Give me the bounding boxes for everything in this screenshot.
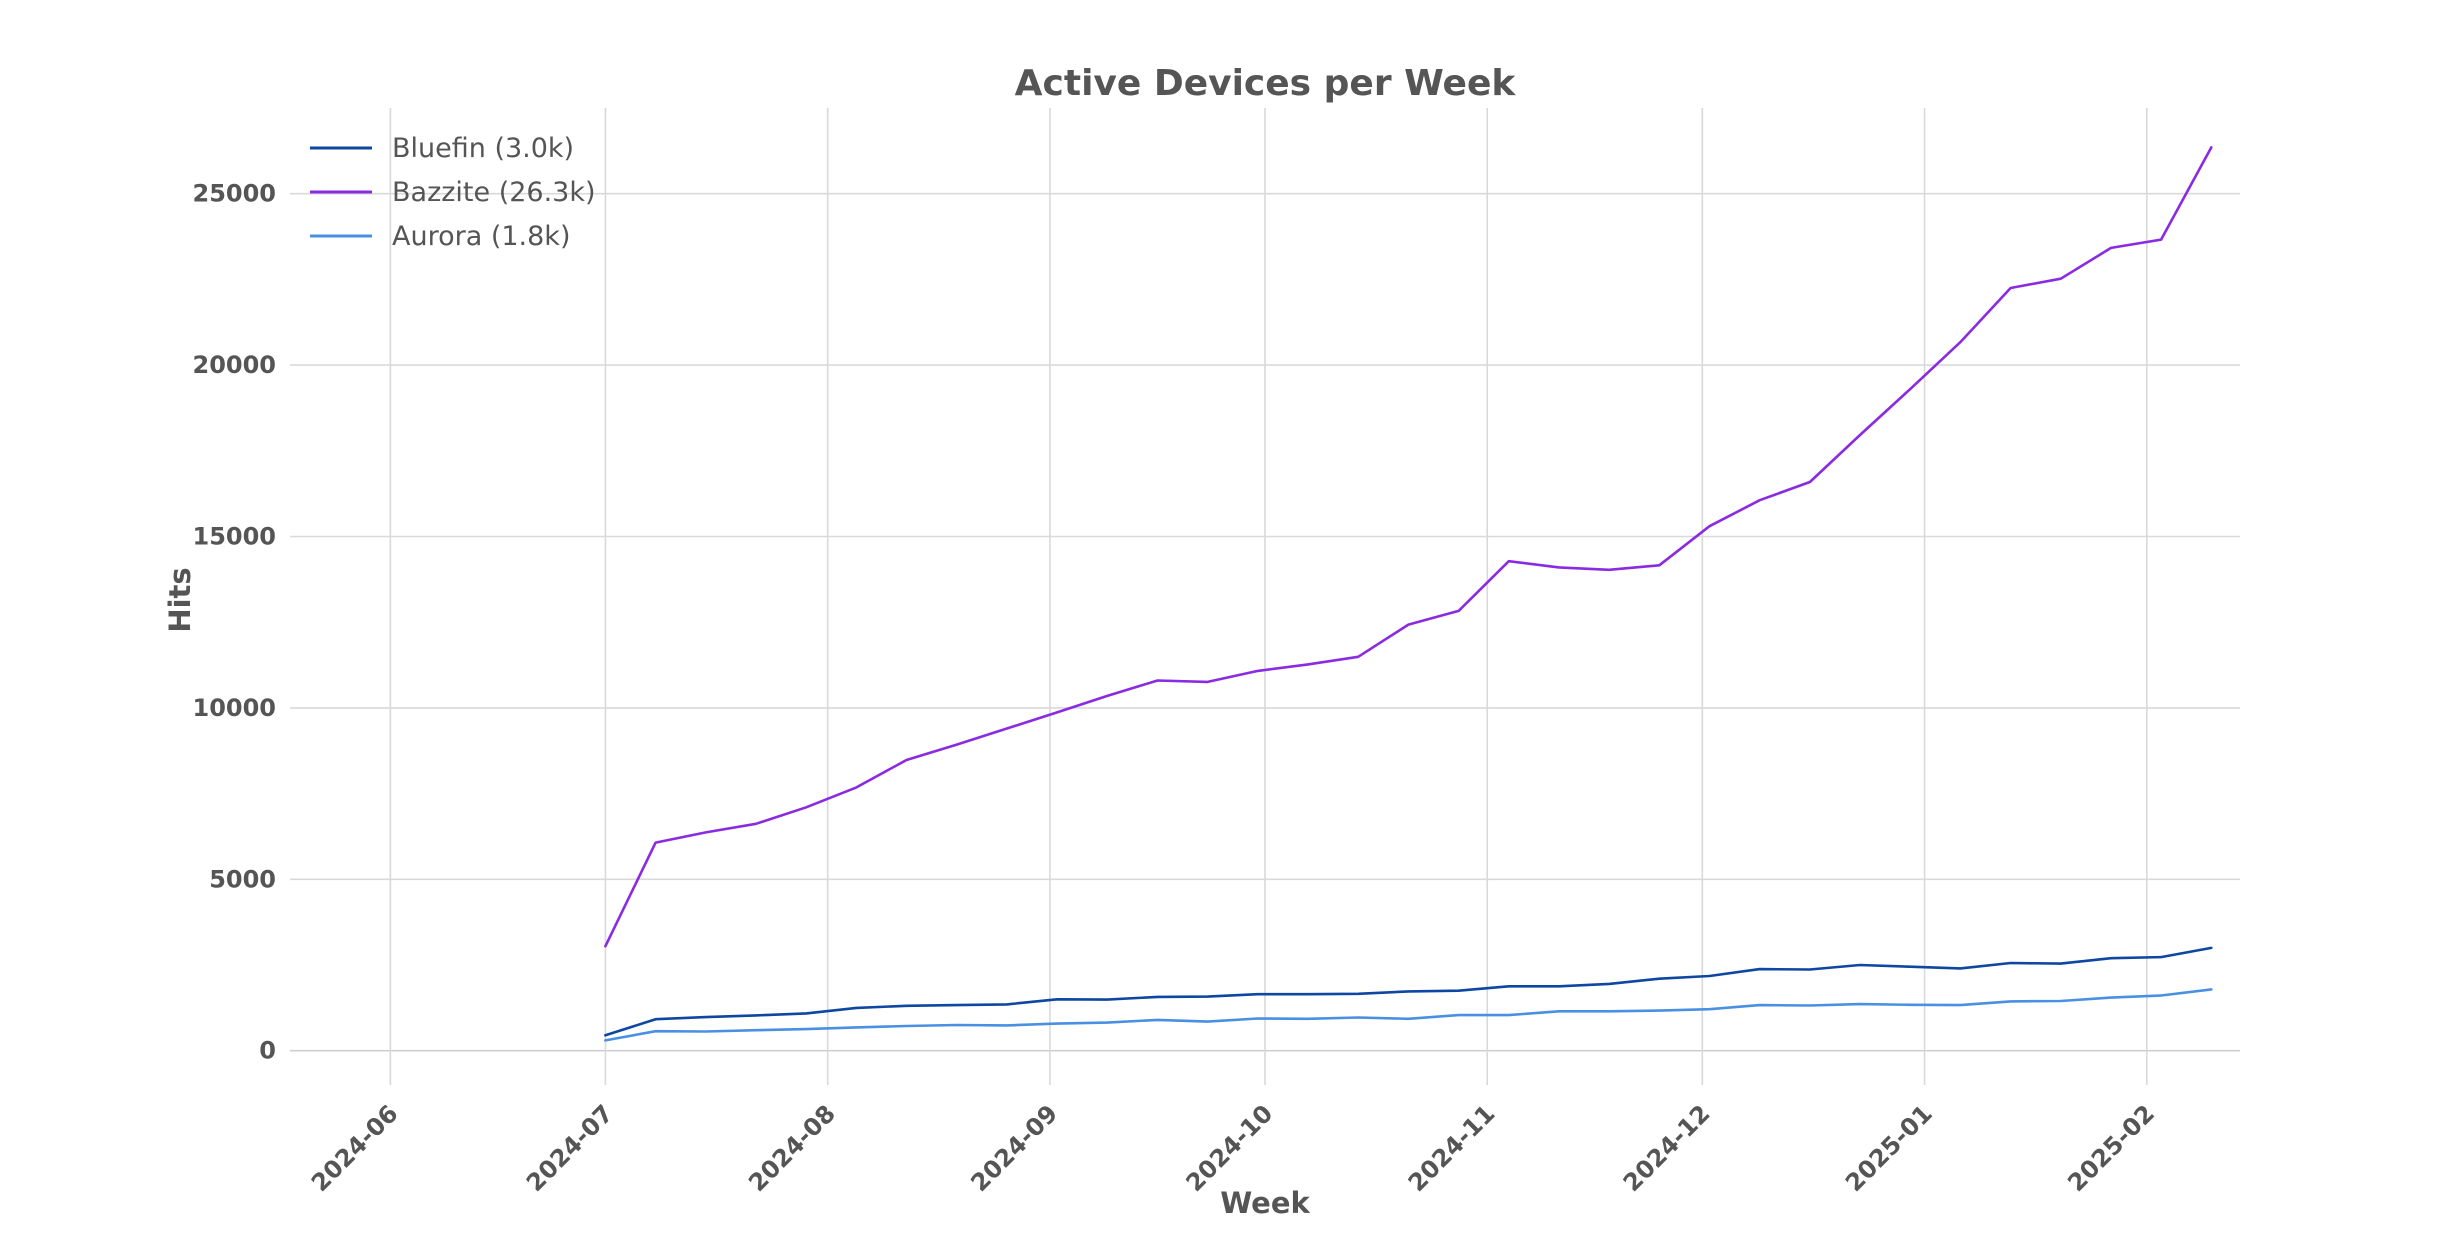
x-tick-label: 2024-10 (1181, 1099, 1279, 1197)
x-tick-label: 2025-01 (1840, 1099, 1938, 1197)
x-tick-label: 2024-08 (743, 1099, 841, 1197)
legend: Bluefin (3.0k) Bazzite (26.3k) Aurora (1.8… (310, 133, 596, 252)
legend-label: Bluefin (3.0k) (392, 133, 574, 164)
x-tick-label: 2024-06 (306, 1099, 404, 1197)
legend-label: Bazzite (26.3k) (392, 177, 596, 208)
y-tick-label: 20000 (193, 351, 277, 379)
x-tick-label: 2024-11 (1403, 1099, 1501, 1197)
legend-item-aurora[interactable]: Aurora (1.8k) (310, 221, 570, 252)
y-tick-label: 10000 (193, 694, 277, 722)
series-line-bazzite (604, 146, 2213, 948)
x-axis-ticks: 2024-06 2024-07 2024-08 2024-09 2024-10 2024-… (306, 1099, 2160, 1197)
legend-label: Aurora (1.8k) (392, 221, 570, 252)
y-axis-ticks: 0 5000 10000 15000 20000 25000 (193, 180, 277, 1065)
series-lines (604, 146, 2213, 1042)
y-tick-label: 25000 (193, 180, 277, 208)
series-line-aurora (604, 988, 2213, 1042)
y-tick-label: 5000 (209, 865, 276, 893)
x-tick-label: 2025-02 (2062, 1099, 2160, 1197)
grid (290, 108, 2240, 1085)
x-tick-label: 2024-07 (521, 1099, 619, 1197)
legend-item-bluefin[interactable]: Bluefin (3.0k) (310, 133, 574, 164)
x-tick-label: 2024-09 (965, 1099, 1063, 1197)
y-axis-title: Hits (163, 567, 197, 632)
x-axis-title: Week (1220, 1186, 1310, 1220)
series-line-bluefin (604, 946, 2213, 1037)
x-tick-label: 2024-12 (1618, 1099, 1716, 1197)
legend-item-bazzite[interactable]: Bazzite (26.3k) (310, 177, 596, 208)
chart-title: Active Devices per Week (1015, 63, 1517, 104)
y-tick-label: 15000 (193, 523, 277, 551)
y-tick-label: 0 (259, 1037, 276, 1065)
